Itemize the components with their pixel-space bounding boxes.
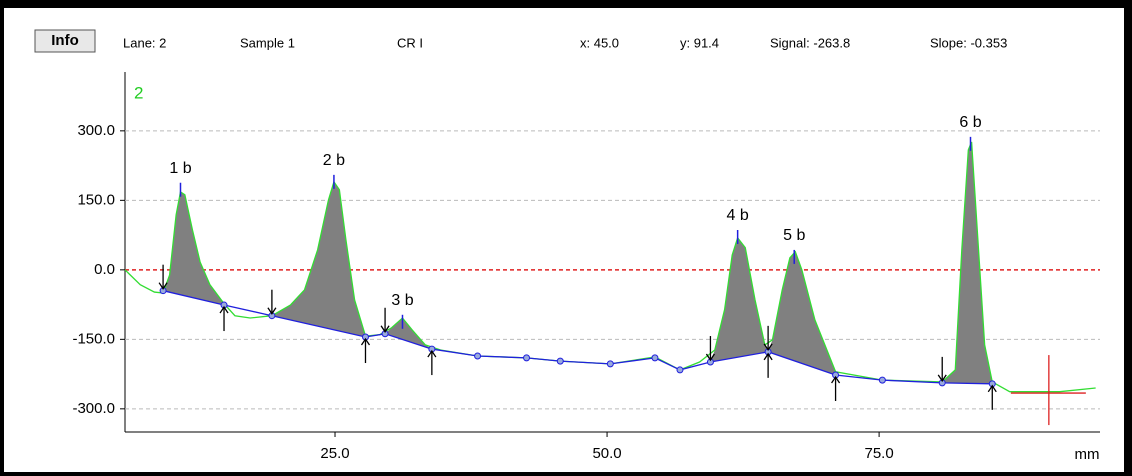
end-arrow [427,349,437,376]
baseline [162,290,993,385]
peak-area [942,141,993,384]
arrow-part [360,337,371,346]
baseline-node [556,357,564,365]
peak-area [768,251,836,376]
start-arrow [763,325,773,352]
y-tick-label: 300.0 [77,122,115,139]
arrow-part [987,384,997,393]
end-arrow [763,352,773,378]
arrow-part [763,343,773,352]
baseline-node [606,360,614,368]
start-arrow [937,356,947,383]
panel [4,8,1124,472]
baseline-node [676,366,684,374]
info-button[interactable] [34,29,96,53]
x-tick-label: 25.0 [320,445,349,462]
y-tick-label: -300.0 [72,400,115,417]
cursor-y: y: 91.4 [680,35,719,50]
mode: CR I [397,35,423,50]
y-tick-label: -150.0 [72,330,115,347]
arrow-part [267,307,277,315]
peak-area [271,181,366,338]
baseline-node [651,354,659,362]
arrow-part [937,374,947,383]
x-tick-label: 75.0 [865,445,894,462]
lane-label: 2 [134,83,143,102]
end-arrow [360,337,371,364]
arrow-part [763,352,773,361]
peak-label: 5 b [783,227,805,244]
peak-area [710,237,769,363]
end-arrow [831,375,841,402]
peak-area [163,192,225,306]
lane: Lane: 2 [123,35,166,50]
x-tick-label: 50.0 [592,445,621,462]
start-arrow [705,336,715,362]
peak-label: 4 b [727,207,749,224]
arrow-part [380,325,390,333]
peak-label: 3 b [391,292,413,309]
peak-label: 1 b [169,160,191,177]
info-button-label[interactable]: Info [51,32,79,49]
end-arrow [219,305,229,332]
peak-label: 2 b [323,152,345,169]
arrow-part [219,305,229,314]
arrow-part [831,375,841,384]
signal: Signal: -263.8 [770,35,850,50]
x-axis-label: mm [1075,446,1100,463]
arrow-part [427,349,437,358]
slope: Slope: -0.353 [930,35,1007,50]
baseline-node [474,352,482,360]
arrow-part [705,353,715,362]
cursor-x: x: 45.0 [580,35,619,50]
baseline-node [878,376,886,384]
start-arrow [158,264,168,290]
y-tick-label: 0.0 [94,261,115,278]
baseline-node [523,354,531,362]
peak-label: 6 b [959,114,981,131]
peak-area [385,318,432,350]
y-tick-label: 150.0 [77,191,115,208]
end-arrow [987,384,997,410]
start-arrow [380,307,390,333]
sample: Sample 1 [240,35,295,50]
arrow-part [158,282,168,290]
start-arrow [267,289,277,315]
